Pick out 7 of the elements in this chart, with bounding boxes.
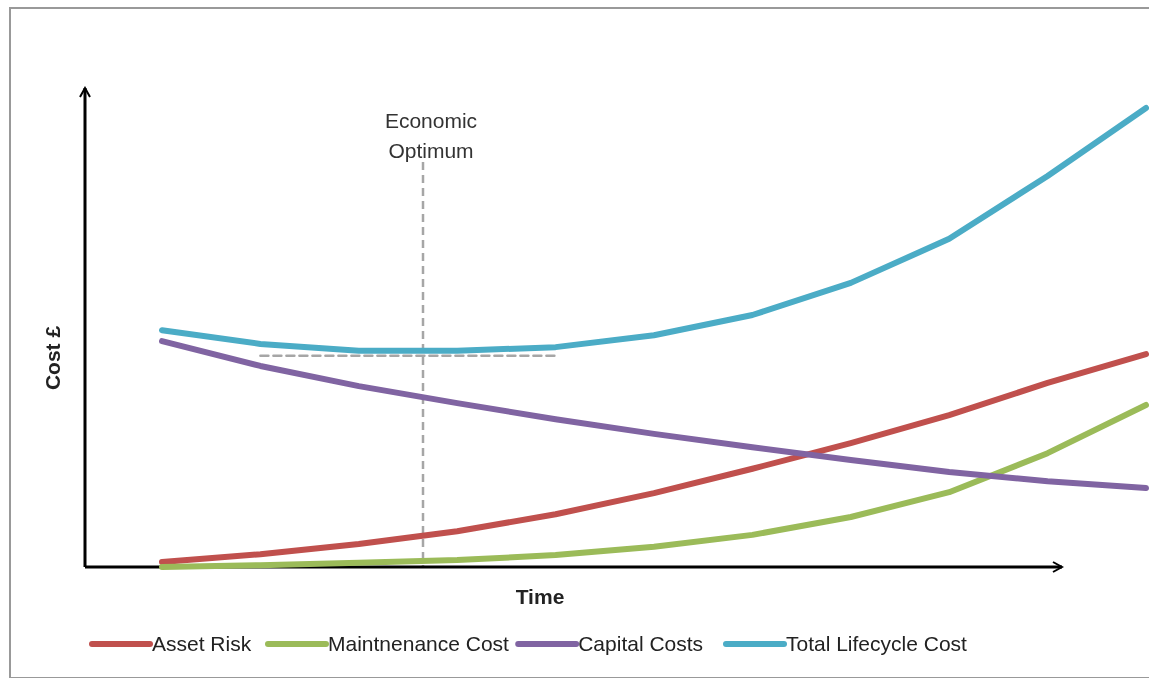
y-axis-title: Cost £ — [41, 325, 64, 391]
legend-label: Capital Costs — [578, 632, 704, 655]
x-axis-title: Time — [515, 585, 565, 608]
legend-label: Total Lifecycle Cost — [786, 632, 968, 655]
annotation: Economic Optimum — [384, 109, 478, 162]
legend-label: Maintnenance Cost — [328, 632, 510, 655]
legend-label: Asset Risk — [152, 632, 252, 655]
